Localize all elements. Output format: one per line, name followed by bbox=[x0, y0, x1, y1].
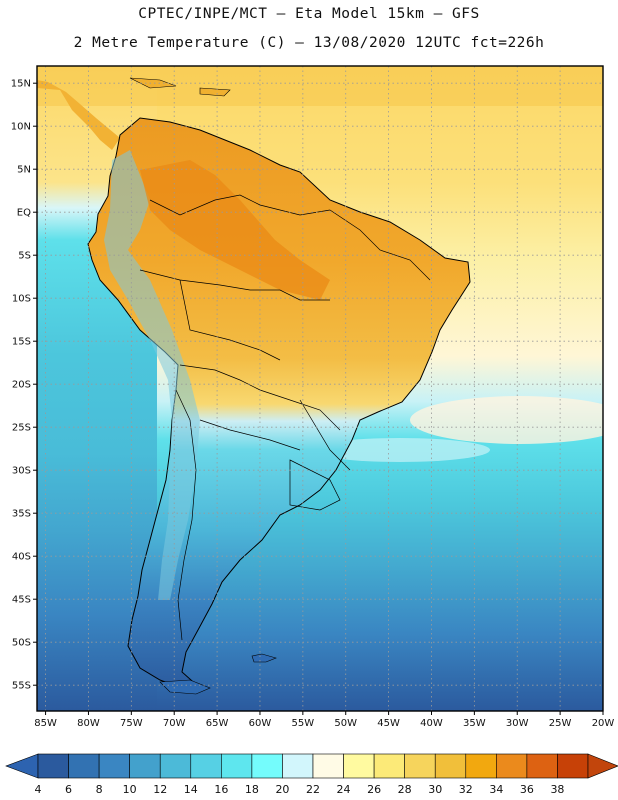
colorbar-label: 36 bbox=[520, 783, 534, 796]
colorbar-over-arrow bbox=[587, 753, 618, 779]
temperature-colorbar: 4 6 8 10 12 14 16 18 20 22 24 26 28 30 32 34 36 38 bbox=[5, 753, 618, 796]
colorbar-label: 6 bbox=[65, 783, 72, 796]
lon-tick-label: 55W bbox=[292, 718, 315, 729]
caribbean-islands bbox=[129, 77, 231, 97]
colorbar-swatch bbox=[190, 753, 222, 779]
colorbar-swatch bbox=[159, 753, 192, 779]
colorbar-swatch bbox=[129, 753, 161, 779]
lat-tick-label: 5N bbox=[17, 165, 31, 176]
colorbar-swatch bbox=[312, 753, 344, 779]
lat-tick-label: 5S bbox=[18, 251, 31, 262]
lat-tick-label: 55S bbox=[12, 681, 31, 692]
tierra-del-fuego bbox=[159, 679, 211, 695]
colorbar-swatch bbox=[557, 753, 589, 779]
lat-tick-label: 10S bbox=[12, 294, 31, 305]
colorbar-label: 16 bbox=[214, 783, 228, 796]
lon-tick-label: 85W bbox=[34, 718, 57, 729]
colorbar-swatch bbox=[373, 753, 405, 779]
map-title-line-2: 2 Metre Temperature (C) — 13/08/2020 12U… bbox=[73, 35, 545, 51]
central-america-landmass bbox=[37, 80, 120, 150]
lon-tick-label: 70W bbox=[163, 718, 186, 729]
map-title-line-1: CPTEC/INPE/MCT — Eta Model 15km — GFS bbox=[138, 6, 480, 22]
longitude-axis: 85W 80W 75W 70W 65W 60W 55W 50W 45W 40W 35W 30W 25W 2… bbox=[34, 711, 614, 729]
lon-tick-label: 40W bbox=[420, 718, 443, 729]
lat-tick-label: 35S bbox=[12, 509, 31, 520]
colorbar-swatch bbox=[434, 753, 467, 779]
colorbar-label: 24 bbox=[337, 783, 351, 796]
colorbar-swatch bbox=[37, 753, 69, 779]
lat-tick-label: 15N bbox=[11, 79, 31, 90]
colorbar-label: 26 bbox=[367, 783, 381, 796]
lon-tick-label: 60W bbox=[249, 718, 272, 729]
south-america-landmass bbox=[87, 117, 471, 691]
amazon-hot-core bbox=[140, 160, 330, 300]
colorbar-label: 12 bbox=[153, 783, 167, 796]
colorbar-label: 28 bbox=[398, 783, 412, 796]
lon-tick-label: 75W bbox=[120, 718, 143, 729]
lon-tick-label: 30W bbox=[506, 718, 529, 729]
lon-tick-label: 20W bbox=[592, 718, 615, 729]
colorbar-swatch bbox=[98, 753, 130, 779]
lon-tick-label: 25W bbox=[549, 718, 572, 729]
lon-tick-label: 50W bbox=[334, 718, 357, 729]
colorbar-label: 20 bbox=[275, 783, 289, 796]
colorbar-swatch bbox=[251, 753, 283, 779]
lat-tick-label: 45S bbox=[12, 595, 31, 606]
colorbar-swatch bbox=[221, 753, 253, 779]
lon-tick-label: 45W bbox=[377, 718, 400, 729]
colorbar-swatch bbox=[343, 753, 375, 779]
lat-tick-label: 20S bbox=[12, 380, 31, 391]
lat-tick-label: 50S bbox=[12, 638, 31, 649]
colorbar-label: 30 bbox=[428, 783, 442, 796]
colorbar-label: 10 bbox=[123, 783, 137, 796]
map-frame bbox=[36, 65, 604, 712]
colorbar-swatch bbox=[526, 753, 558, 779]
andes-cold-band bbox=[104, 150, 200, 600]
lon-tick-label: 35W bbox=[463, 718, 486, 729]
lat-tick-label: 40S bbox=[12, 552, 31, 563]
lat-tick-label: EQ bbox=[17, 208, 31, 219]
lat-tick-label: 10N bbox=[11, 122, 31, 133]
lon-tick-label: 65W bbox=[206, 718, 229, 729]
colorbar-label: 34 bbox=[489, 783, 503, 796]
colorbar-label: 8 bbox=[96, 783, 103, 796]
lat-tick-label: 30S bbox=[12, 466, 31, 477]
lat-tick-label: 15S bbox=[12, 337, 31, 348]
country-borders bbox=[139, 194, 431, 641]
latitude-axis: 15N 10N 5N EQ 5S 10S 15S 20S 25S 30S 35S 40S 45S 50S 5… bbox=[11, 79, 37, 692]
colorbar-swatch bbox=[282, 753, 314, 779]
lon-tick-label: 80W bbox=[77, 718, 100, 729]
colorbar-swatch bbox=[68, 753, 100, 779]
lat-tick-label: 25S bbox=[12, 423, 31, 434]
colorbar-label: 14 bbox=[184, 783, 198, 796]
ocean-temperature-field bbox=[37, 66, 603, 711]
colorbar-label: 18 bbox=[245, 783, 259, 796]
colorbar-label: 4 bbox=[35, 783, 42, 796]
colorbar-swatch bbox=[465, 753, 497, 779]
colorbar-under-arrow bbox=[5, 753, 39, 779]
colorbar-swatch bbox=[404, 753, 436, 779]
colorbar-label: 38 bbox=[550, 783, 564, 796]
land-temperature-field bbox=[37, 77, 471, 695]
falklands-islands bbox=[251, 653, 277, 663]
colorbar-label: 22 bbox=[306, 783, 320, 796]
colorbar-label: 32 bbox=[459, 783, 473, 796]
colorbar-swatch bbox=[496, 753, 528, 779]
